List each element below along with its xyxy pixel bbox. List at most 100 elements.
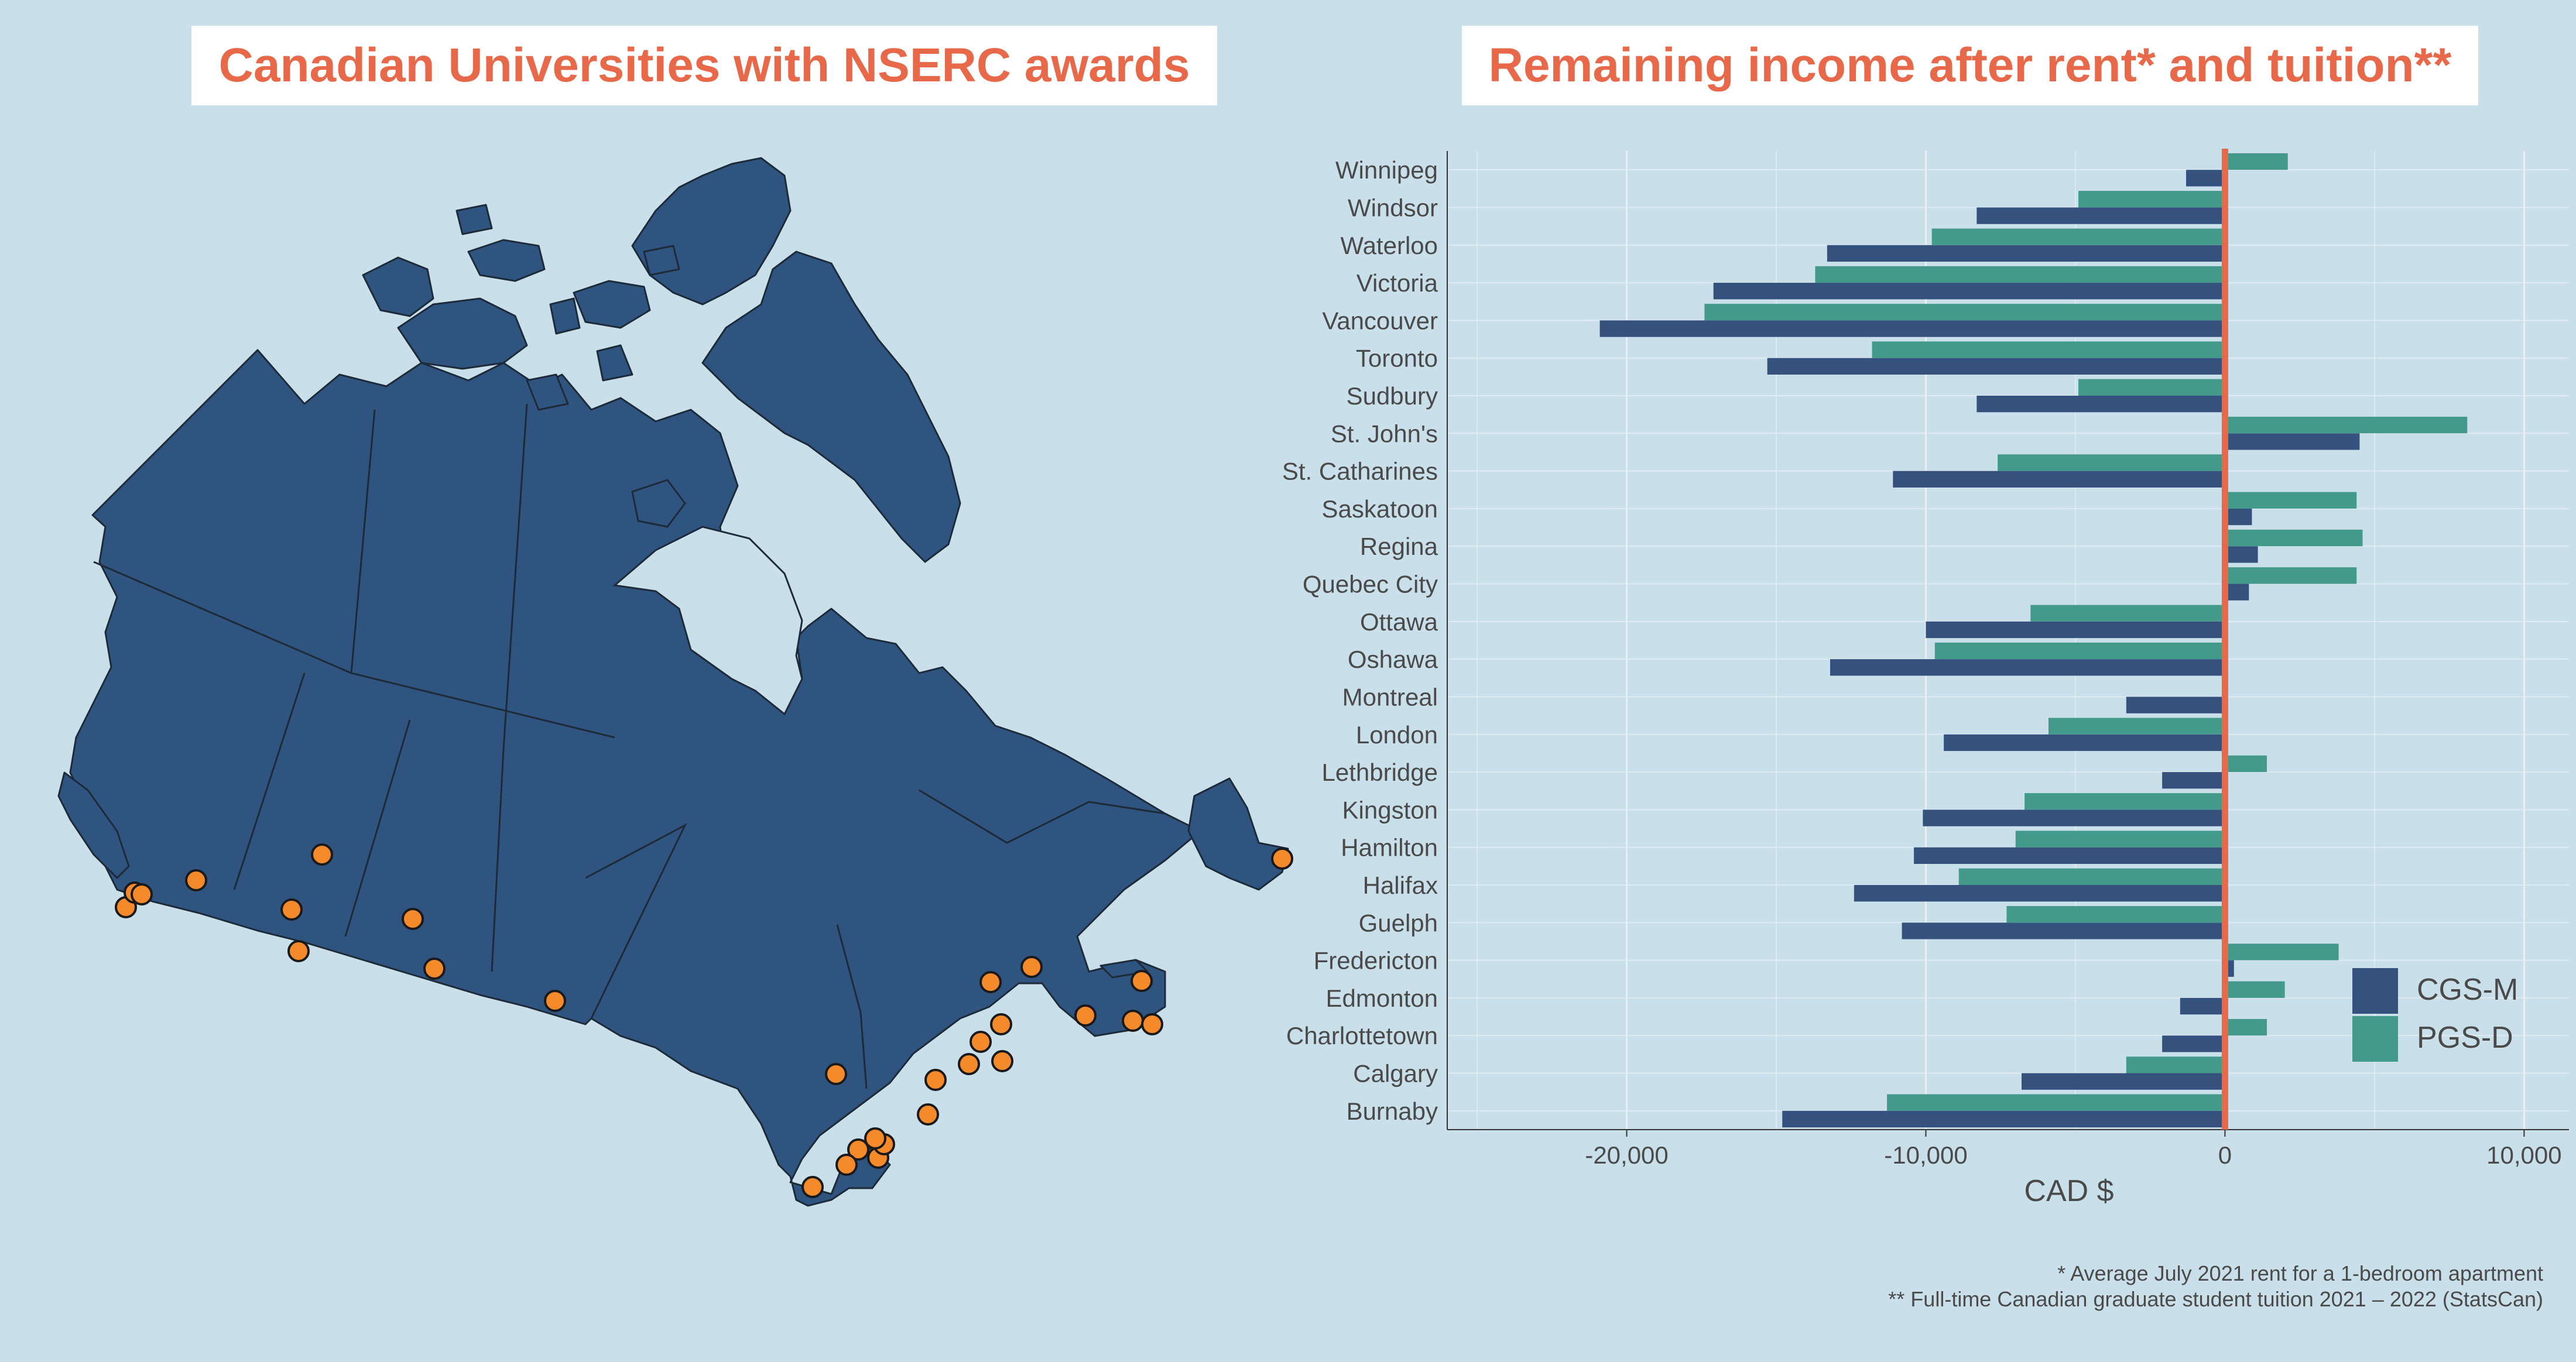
- newfoundland: [1187, 777, 1289, 891]
- arctic-island-small-1: [549, 297, 581, 335]
- banks-island: [362, 256, 434, 317]
- bar-cgs-m: [2180, 997, 2225, 1015]
- category-label: Kingston: [1342, 796, 1438, 824]
- x-axis-label: CAD $: [2024, 1174, 2113, 1208]
- bar-cgs-m: [1713, 283, 2225, 300]
- university-marker: [825, 1063, 847, 1085]
- bar-cgs-m: [1830, 659, 2225, 676]
- bar-cgs-m: [2021, 1073, 2225, 1090]
- bar-cgs-m: [1976, 207, 2225, 224]
- university-marker: [423, 958, 446, 980]
- bar-pgs-d: [1998, 454, 2225, 471]
- x-tick-label: 10,000: [2486, 1141, 2561, 1169]
- bar-pgs-d: [2126, 1056, 2225, 1073]
- melville-island: [467, 239, 546, 282]
- university-marker: [991, 1050, 1013, 1072]
- bar-cgs-m: [1923, 809, 2225, 826]
- bar-pgs-d: [2078, 379, 2225, 396]
- university-marker: [311, 843, 333, 866]
- bar-cgs-m: [1914, 847, 2225, 864]
- bar-pgs-d: [2225, 755, 2267, 773]
- category-label: Lethbridge: [1322, 759, 1438, 786]
- arctic-island-small-4: [643, 245, 680, 276]
- footnote-rent: * Average July 2021 rent for a 1-bedroom…: [2057, 1261, 2543, 1285]
- university-marker: [958, 1053, 980, 1075]
- category-labels: Winnipeg Windsor Waterloo Victoria Vancouver…: [1282, 156, 1438, 1125]
- provincial-borders: [93, 403, 1166, 1089]
- arctic-island-small-2: [526, 373, 569, 411]
- vancouver-island: [57, 771, 130, 879]
- category-label: Guelph: [1359, 909, 1438, 936]
- x-tick-label: -10,000: [1884, 1141, 1967, 1169]
- bar-cgs-m: [1926, 621, 2225, 639]
- legend-label: CGS-M: [2417, 973, 2518, 1007]
- bars: [1599, 153, 2468, 1128]
- baffin-island: [701, 251, 961, 563]
- university-marker: [280, 898, 303, 921]
- category-label: Burnaby: [1347, 1097, 1438, 1125]
- bar-cgs-m: [1782, 1110, 2225, 1128]
- legend: CGS-M PGS-D: [2352, 968, 2518, 1062]
- bar-pgs-d: [1931, 228, 2225, 245]
- category-label: St. John's: [1331, 420, 1438, 447]
- bar-cgs-m: [2186, 170, 2225, 187]
- bar-pgs-d: [2006, 906, 2225, 923]
- bar-cgs-m: [2225, 584, 2249, 601]
- bar-cgs-m: [1944, 734, 2225, 752]
- category-label: Ottawa: [1360, 608, 1438, 636]
- university-marker: [131, 883, 153, 905]
- bar-cgs-m: [2162, 772, 2225, 789]
- bar-pgs-d: [2048, 718, 2225, 735]
- category-label: Halifax: [1363, 872, 1438, 899]
- bar-cgs-m: [1854, 885, 2225, 902]
- bar-pgs-d: [2225, 567, 2357, 584]
- university-marker: [287, 940, 310, 962]
- footnote-tuition: ** Full-time Canadian graduate student t…: [1888, 1287, 2543, 1311]
- bar-cgs-m: [1767, 358, 2225, 375]
- category-label: London: [1356, 721, 1438, 749]
- bar-pgs-d: [1872, 341, 2225, 358]
- university-marker: [847, 1138, 869, 1161]
- category-label: Charlottetown: [1286, 1022, 1438, 1049]
- university-markers: [115, 843, 1293, 1198]
- category-label: Waterloo: [1340, 232, 1438, 259]
- category-label: St. Catharines: [1282, 458, 1438, 485]
- bar-pgs-d: [2225, 492, 2357, 509]
- bar-pgs-d: [2225, 981, 2285, 998]
- category-label: Victoria: [1356, 269, 1438, 297]
- bar-cgs-m: [1976, 396, 2225, 413]
- victoria-island: [397, 297, 528, 370]
- bar-pgs-d: [2225, 529, 2363, 547]
- bar-pgs-d: [2225, 417, 2468, 434]
- legend-label: PGS-D: [2417, 1021, 2513, 1055]
- university-marker: [402, 908, 424, 930]
- category-label: Hamilton: [1341, 834, 1438, 862]
- hudson-bay: [612, 526, 803, 716]
- bar-pgs-d: [1958, 868, 2225, 885]
- category-label: Fredericton: [1314, 947, 1438, 975]
- bar-cgs-m: [2162, 1035, 2225, 1052]
- bar-cgs-m: [1902, 922, 2225, 939]
- chart-title: Remaining income after rent* and tuition…: [1462, 26, 2478, 105]
- map-title: Canadian Universities with NSERC awards: [191, 26, 1217, 105]
- arctic-island-small-5: [455, 204, 493, 235]
- arctic-island-small-3: [596, 344, 633, 382]
- bar-cgs-m: [1893, 471, 2225, 488]
- bar-cgs-m: [1827, 245, 2225, 262]
- university-marker: [835, 1154, 858, 1176]
- university-marker: [924, 1069, 947, 1091]
- bar-pgs-d: [2225, 153, 2288, 170]
- university-marker: [1271, 848, 1293, 870]
- southampton-island: [631, 479, 686, 528]
- university-marker: [970, 1031, 992, 1053]
- university-marker: [1020, 956, 1043, 978]
- bar-cgs-m: [2225, 433, 2360, 450]
- x-tick-label: -20,000: [1585, 1141, 1668, 1169]
- bar-pgs-d: [2015, 831, 2225, 848]
- university-marker: [185, 869, 207, 891]
- bar-pgs-d: [2225, 1018, 2267, 1036]
- university-marker: [979, 971, 1002, 993]
- category-label: Regina: [1360, 533, 1438, 560]
- university-marker: [801, 1176, 824, 1198]
